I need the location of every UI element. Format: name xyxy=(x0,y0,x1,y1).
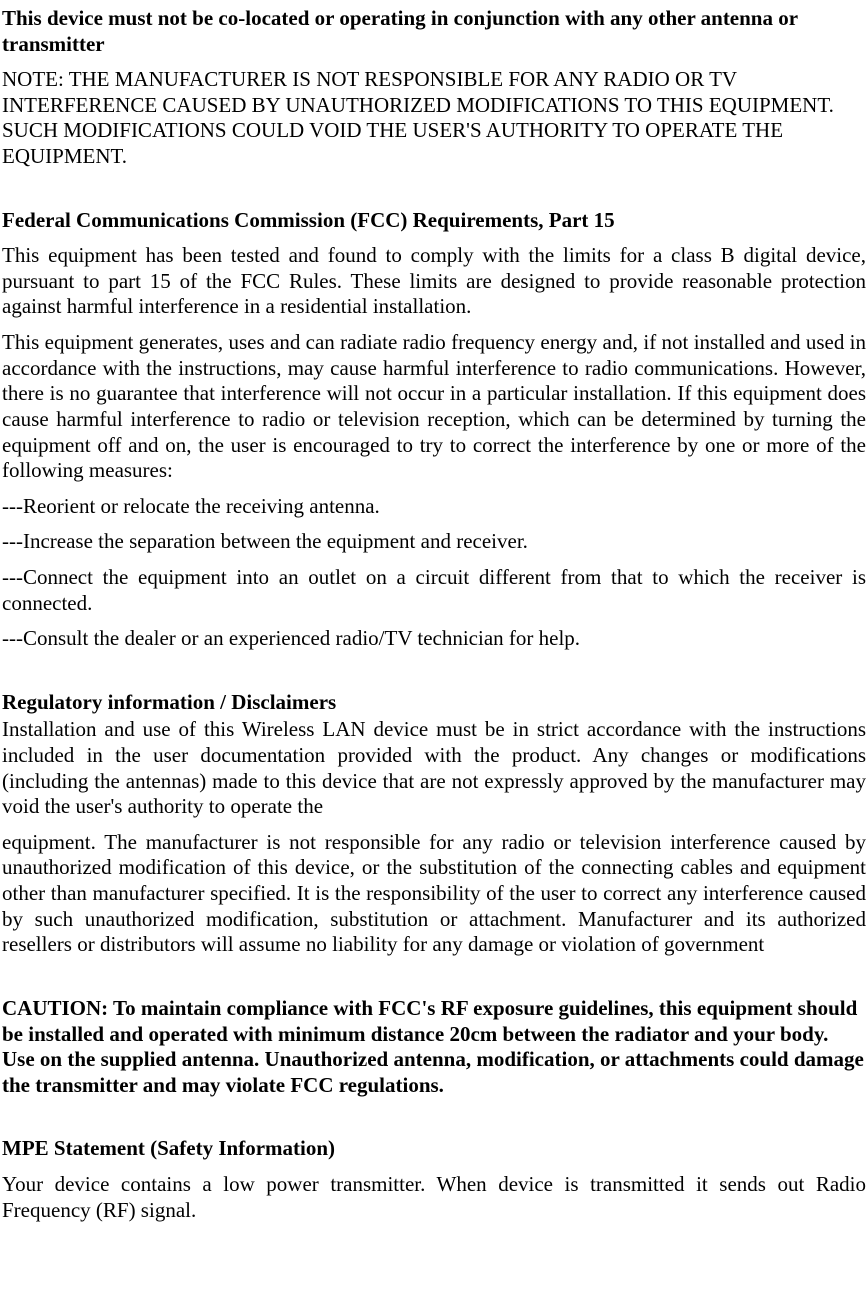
fcc-measure-2: ---Increase the separation between the e… xyxy=(2,529,866,555)
mpe-heading: MPE Statement (Safety Information) xyxy=(2,1136,866,1162)
fcc-paragraph-2: This equipment generates, uses and can r… xyxy=(2,330,866,484)
regulatory-paragraph-1: Installation and use of this Wireless LA… xyxy=(2,717,866,819)
note-manufacturer: NOTE: THE MANUFACTURER IS NOT RESPONSIBL… xyxy=(2,67,866,169)
fcc-paragraph-1: This equipment has been tested and found… xyxy=(2,243,866,320)
regulatory-paragraph-2: equipment. The manufacturer is not respo… xyxy=(2,830,866,958)
mpe-paragraph-1: Your device contains a low power transmi… xyxy=(2,1172,866,1223)
warning-colocate: This device must not be co-located or op… xyxy=(2,6,866,57)
fcc-measure-3: ---Connect the equipment into an outlet … xyxy=(2,565,866,616)
caution-paragraph: CAUTION: To maintain compliance with FCC… xyxy=(2,996,866,1098)
fcc-measure-4: ---Consult the dealer or an experienced … xyxy=(2,626,866,652)
document-page: This device must not be co-located or op… xyxy=(0,6,868,1223)
fcc-heading: Federal Communications Commission (FCC) … xyxy=(2,208,866,234)
fcc-measure-1: ---Reorient or relocate the receiving an… xyxy=(2,494,866,520)
regulatory-heading: Regulatory information / Disclaimers xyxy=(2,690,866,716)
